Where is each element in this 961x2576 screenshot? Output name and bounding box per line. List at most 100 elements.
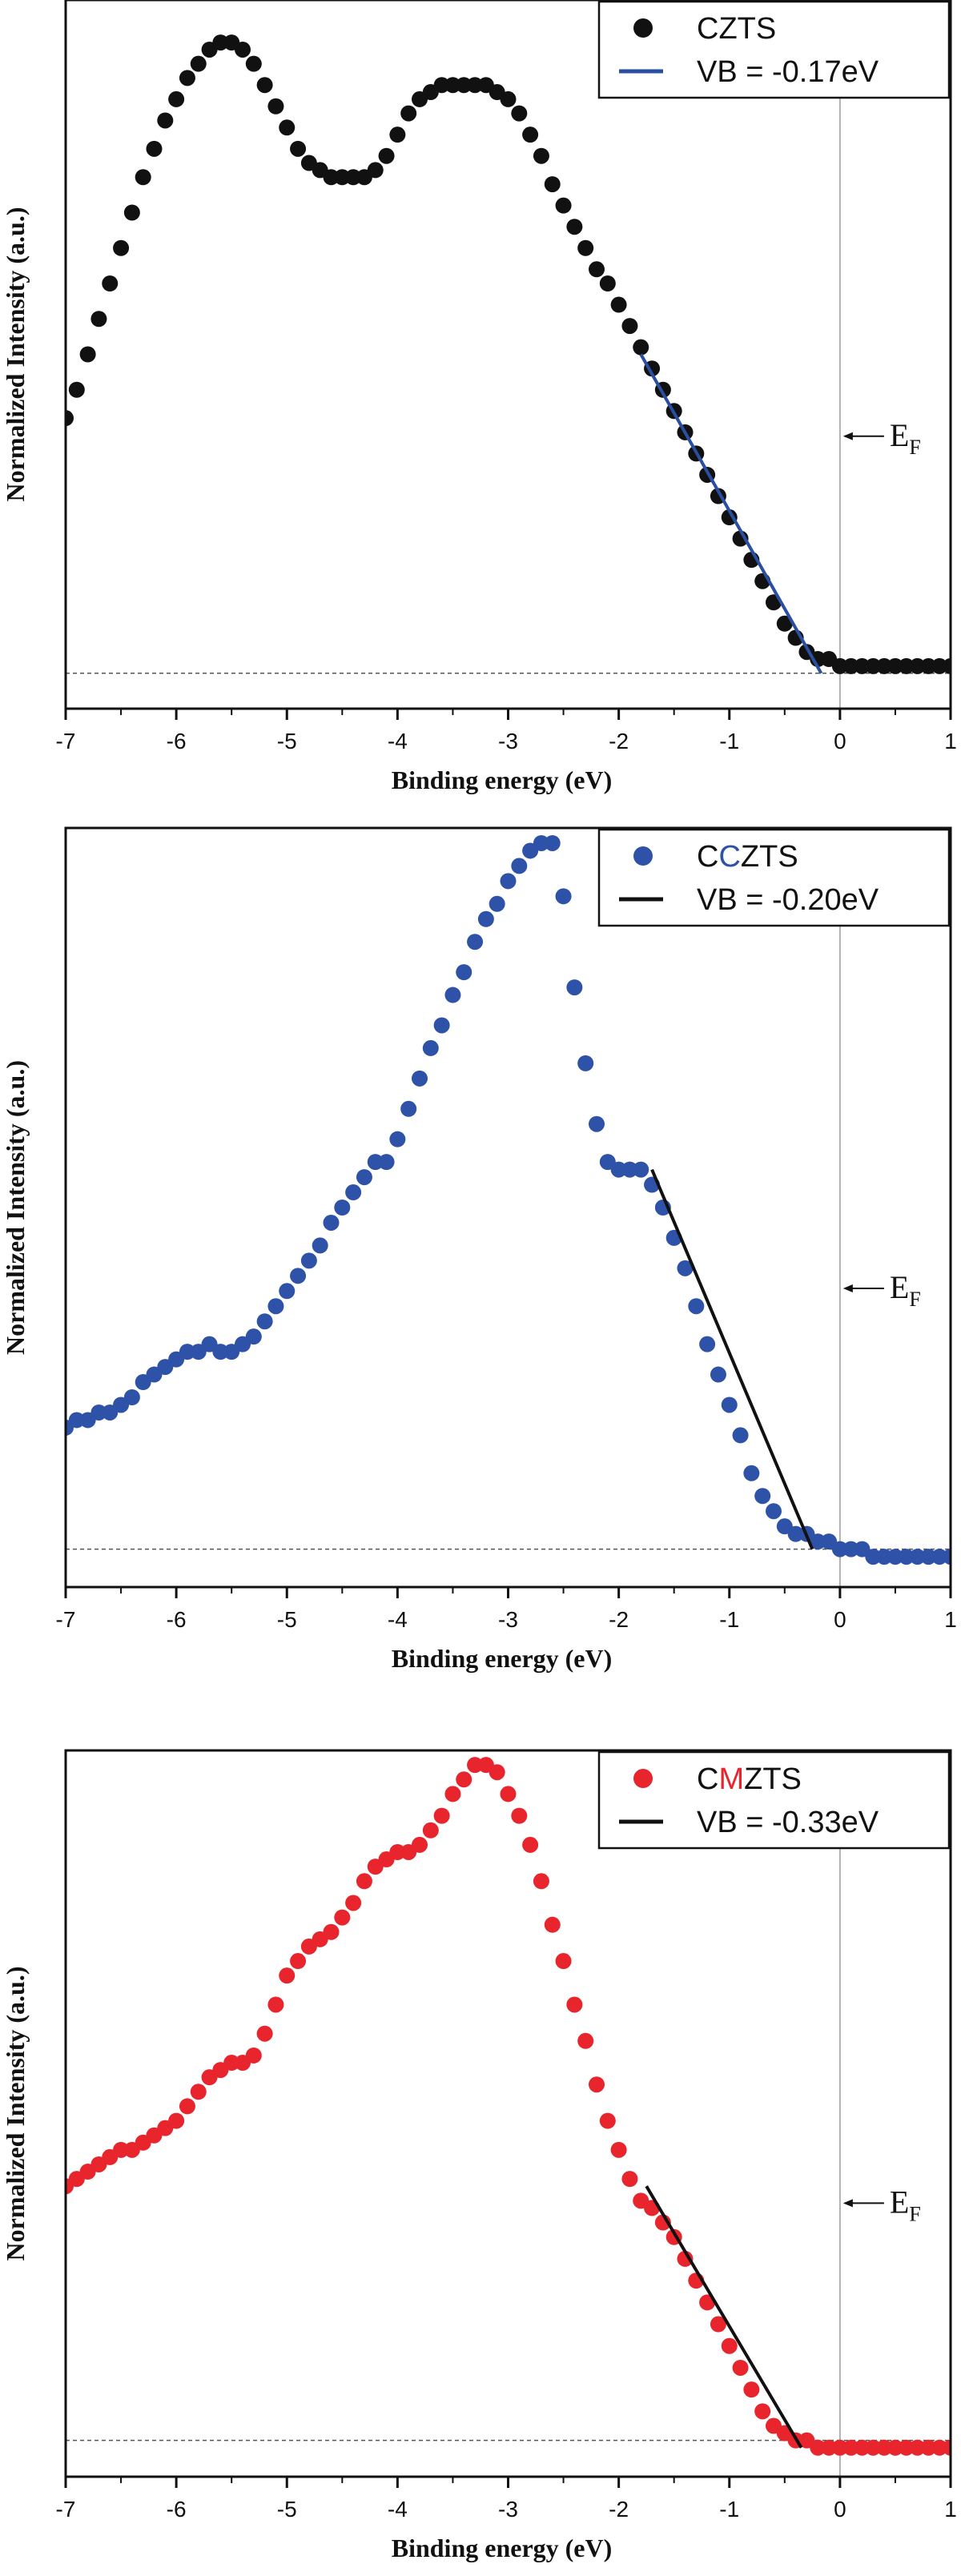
data-point [589,2076,605,2093]
fermi-level-label: EF [890,2184,921,2225]
data-point [577,2032,594,2049]
data-point [456,77,472,94]
x-tick-label: 1 [944,1607,957,1632]
x-tick-label: -3 [498,729,518,754]
data-point [113,2141,130,2158]
data-point [90,1404,107,1421]
data-point [898,2439,915,2456]
fermi-label-subscript: F [909,1288,920,1311]
data-point [533,1873,549,1890]
x-tick-label: -3 [498,2497,518,2522]
data-point [102,275,119,291]
legend-box [597,1750,951,1850]
y-axis-title: Normalized Intensity (a.u.) [1,207,30,502]
data-point [489,895,505,912]
data-point [489,1764,505,1781]
data-point [599,275,616,291]
data-point [467,1757,484,1774]
x-tick-label: 1 [944,2497,957,2522]
data-point [68,381,85,398]
data-point [920,1549,937,1565]
data-point [599,2112,616,2129]
data-point [168,90,185,107]
data-points [66,34,951,674]
data-point [256,2025,273,2042]
data-point [113,239,130,256]
data-point [732,2359,749,2376]
data-point [290,1953,307,1970]
data-point [754,1488,771,1505]
data-point [610,1161,627,1178]
x-tick-label: -6 [167,2497,187,2522]
data-points [66,834,951,1565]
data-point [290,140,307,157]
x-axis-title: Binding energy (eV) [392,1644,613,1673]
fermi-level-label: EF [890,417,921,459]
data-point [389,1131,406,1147]
fermi-arrowhead [842,2199,853,2208]
fermi-label-main: E [890,2184,909,2220]
data-point [146,140,163,157]
legend-sample-prefix: C [697,840,718,874]
x-tick-label: -1 [719,729,739,754]
x-tick-label: 0 [834,729,846,754]
data-point [256,1313,273,1330]
data-point [79,346,96,363]
data-point [721,2337,738,2354]
data-point [135,169,151,186]
data-point [267,1996,284,2013]
x-axis-title: Binding energy (eV) [392,2534,613,2562]
data-point [444,77,461,94]
legend-sample-suffix: ZTS [744,1762,802,1796]
data-point [500,873,517,890]
data-point [267,98,284,115]
data-point [831,657,848,674]
data-point [367,162,384,179]
legend-fit-label: VB = -0.33eV [697,1806,879,1839]
fermi-arrowhead [842,1284,853,1293]
data-point [345,1184,362,1201]
data-point [898,1549,915,1565]
data-point [842,2439,859,2456]
data-point [909,2439,926,2456]
y-axis-title: Normalized Intensity (a.u.) [1,1967,30,2261]
data-point [920,2439,937,2456]
data-point [123,1389,140,1405]
data-point [776,615,793,632]
data-point [566,1996,583,2013]
data-point [245,55,262,72]
data-point [444,987,461,1003]
panel-czts: -7 -6 -5 -4 -3 -2 -1 0 1 Binding energy (eV) Norma… [1,0,957,794]
data-point [212,1344,229,1360]
data-point [677,1260,694,1276]
data-point [433,1807,450,1824]
data-point [555,888,572,905]
data-point [378,147,395,164]
data-point [610,296,627,313]
data-point [190,55,207,72]
data-point [854,2439,871,2456]
data-point [621,1161,638,1178]
legend-marker [633,1769,653,1788]
x-tick-label: -4 [388,1607,408,1632]
x-axis-title: Binding energy (eV) [392,766,613,794]
data-point [555,197,572,214]
data-point [577,1055,594,1071]
legend-fit-label: VB = -0.20eV [697,883,879,917]
x-tick-label: -7 [56,729,76,754]
data-point [821,2439,838,2456]
data-point [787,1525,804,1542]
data-point [323,1923,340,1940]
data-point [279,1967,296,1984]
data-point [931,657,948,674]
data-point [422,1039,439,1056]
x-tick-label: -5 [277,1607,297,1632]
data-point [256,77,273,94]
legend-sample-dopant: M [718,1762,744,1796]
data-point [456,1771,472,1788]
data-point [511,858,528,874]
plot-frame [64,826,952,1589]
data-point [909,657,926,674]
x-tick-label: -1 [719,2497,739,2522]
